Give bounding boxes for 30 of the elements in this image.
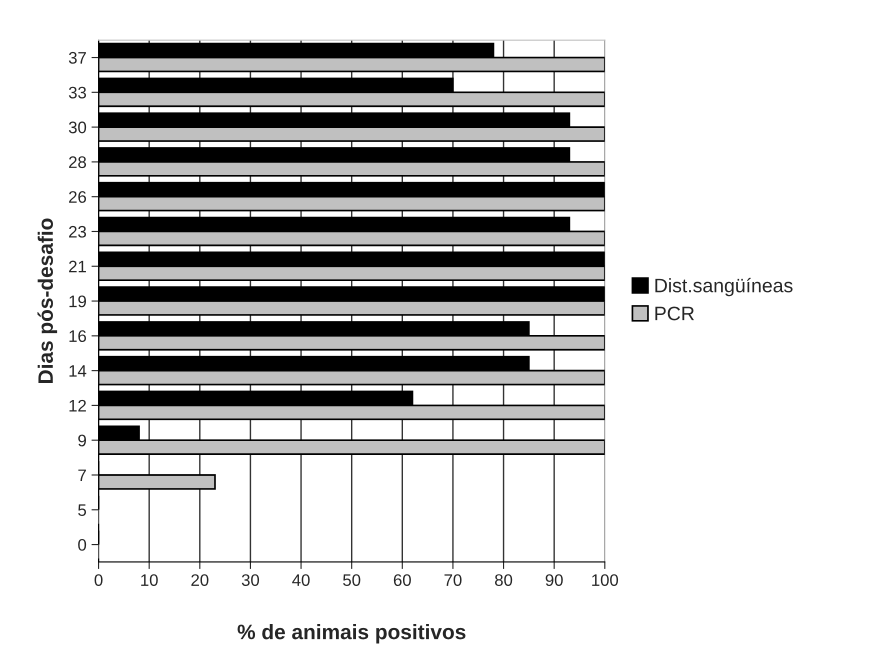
x-tick-label: 90: [546, 574, 563, 586]
y-tick-label: 16: [69, 330, 86, 342]
x-tick-label: 100: [592, 574, 618, 586]
y-tick-label: 23: [69, 226, 86, 238]
y-tick-label: 28: [69, 156, 86, 168]
x-tick-label: 50: [343, 574, 360, 586]
y-axis-title: Dias pós-desafio: [38, 218, 58, 384]
y-tick-label: 33: [68, 86, 86, 99]
y-tick-label: 37: [68, 52, 86, 64]
x-tick-label: 60: [394, 574, 411, 586]
x-tick-label: 70: [444, 574, 462, 586]
y-tick-label: 5: [78, 504, 86, 516]
y-tick-label: 26: [69, 191, 86, 203]
legend-label: Dist.sangüíneas: [655, 278, 793, 296]
y-tick-label: 7: [78, 470, 86, 482]
y-tick-label: 0: [78, 538, 86, 551]
y-tick-label: 14: [69, 365, 86, 377]
y-tick-label: 21: [69, 260, 86, 272]
y-tick-label: 19: [69, 295, 86, 308]
y-tick-label: 30: [68, 122, 86, 134]
x-tick-label: 10: [141, 574, 158, 586]
y-tick-label: 12: [69, 400, 86, 412]
x-axis-title: % de animais positivos: [238, 624, 466, 644]
x-tick-label: 30: [242, 574, 260, 586]
y-tick-label: 9: [78, 434, 86, 446]
x-tick-label: 80: [495, 574, 512, 586]
x-tick-label: 0: [94, 574, 103, 586]
x-tick-label: 40: [292, 574, 310, 586]
x-tick-label: 20: [191, 574, 208, 586]
legend-label: PCR: [655, 306, 694, 320]
